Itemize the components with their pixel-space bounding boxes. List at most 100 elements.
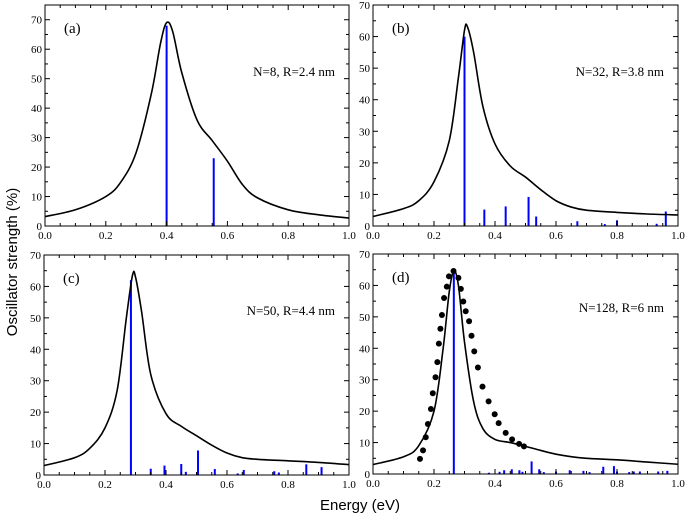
dot-d-3 bbox=[424, 421, 431, 428]
x-tick-label-c: 0.4 bbox=[159, 479, 173, 491]
y-tick-label-b: 30 bbox=[359, 126, 371, 138]
y-tick-label-c: 10 bbox=[30, 439, 42, 451]
x-tick-label-a: 0.6 bbox=[221, 230, 235, 242]
x-tick-label-a: 0.4 bbox=[160, 230, 174, 242]
dot-d-26 bbox=[495, 420, 502, 427]
y-tick-label-d: 10 bbox=[359, 438, 371, 450]
dot-d-7 bbox=[434, 359, 441, 366]
y-tick-label-a: 20 bbox=[31, 162, 43, 174]
x-tick-label-a: 1.0 bbox=[342, 230, 356, 242]
dot-d-8 bbox=[435, 340, 442, 347]
x-tick-label-c: 0.8 bbox=[281, 479, 295, 491]
curve-a bbox=[44, 21, 350, 219]
dot-d-14 bbox=[450, 267, 457, 274]
dot-d-30 bbox=[520, 443, 527, 450]
x-tick-label-b: 0.0 bbox=[366, 230, 380, 242]
x-axis-label: Energy (eV) bbox=[320, 497, 400, 514]
y-tick-label-d: 20 bbox=[359, 406, 371, 418]
x-tick-label-d: 0.2 bbox=[427, 478, 441, 490]
x-tick-label-b: 0.4 bbox=[488, 230, 502, 242]
dot-d-11 bbox=[441, 295, 448, 301]
panel-label-d: (d) bbox=[392, 270, 410, 286]
x-tick-label-d: 1.0 bbox=[671, 478, 685, 490]
dot-d-17 bbox=[460, 298, 467, 305]
x-tick-label-b: 0.6 bbox=[549, 230, 563, 242]
y-tick-label-a: 0 bbox=[37, 221, 43, 233]
dot-d-16 bbox=[457, 285, 464, 292]
x-tick-label-a: 0.2 bbox=[99, 230, 113, 242]
y-tick-label-c: 50 bbox=[30, 313, 42, 325]
y-tick-label-d: 70 bbox=[359, 249, 371, 261]
panel-b: 0.0 0.2 0.4 0.6 0.8 1.0 0 10 20 30 40 50 60 70 (b) N=32… bbox=[359, 0, 685, 242]
dot-d-25 bbox=[491, 411, 498, 418]
dot-d-29 bbox=[516, 440, 523, 447]
x-tick-label-d: 0.0 bbox=[366, 478, 380, 490]
y-tick-label-b: 20 bbox=[359, 158, 371, 170]
y-tick-label-b: 40 bbox=[359, 95, 371, 107]
dot-d-23 bbox=[479, 383, 486, 390]
y-tick-label-c: 20 bbox=[30, 407, 42, 419]
dot-d-5 bbox=[429, 390, 436, 397]
y-tick-label-b: 10 bbox=[359, 189, 371, 201]
dot-d-0 bbox=[416, 455, 423, 462]
dot-d-6 bbox=[432, 374, 439, 381]
x-tick-label-d: 0.6 bbox=[549, 478, 563, 490]
y-tick-label-c: 40 bbox=[30, 344, 42, 356]
dot-d-24 bbox=[485, 398, 492, 405]
dot-d-19 bbox=[466, 318, 473, 325]
y-tick-label-a: 60 bbox=[31, 44, 43, 56]
y-axis-label: Oscillator strength (%) bbox=[4, 188, 21, 336]
dot-d-20 bbox=[468, 332, 475, 339]
y-tick-label-d: 30 bbox=[359, 375, 371, 387]
y-tick-label-b: 0 bbox=[365, 221, 371, 233]
y-tick-label-d: 60 bbox=[359, 280, 371, 292]
curve-d bbox=[372, 270, 679, 466]
y-tick-label-a: 50 bbox=[31, 74, 43, 86]
x-tick-label-c: 1.0 bbox=[342, 479, 356, 491]
plot-frame-d bbox=[372, 253, 679, 475]
dot-d-4 bbox=[427, 405, 434, 412]
plot-frame-a bbox=[44, 4, 350, 227]
x-tick-label-a: 0.8 bbox=[281, 230, 295, 242]
x-tick-label-b: 0.2 bbox=[427, 230, 441, 242]
panel-c: 0.0 0.2 0.4 0.6 0.8 1.0 0 10 20 30 40 50 60 70 (c) N=50… bbox=[30, 250, 356, 491]
panel-d: 0.0 0.2 0.4 0.6 0.8 1.0 0 10 20 30 40 50 60 70 (d) N=12… bbox=[359, 249, 685, 490]
panel-label-b: (b) bbox=[392, 21, 410, 37]
y-tick-label-c: 0 bbox=[36, 470, 42, 482]
x-tick-label-b: 1.0 bbox=[671, 230, 685, 242]
panel-label-c: (c) bbox=[63, 271, 80, 287]
curve-b bbox=[372, 23, 679, 218]
y-tick-label-a: 30 bbox=[31, 133, 43, 145]
annotation-c: N=50, R=4.4 nm bbox=[247, 303, 335, 318]
x-tick-label-d: 0.8 bbox=[610, 478, 624, 490]
dot-d-21 bbox=[471, 348, 478, 355]
x-tick-label-b: 0.8 bbox=[610, 230, 624, 242]
dot-d-22 bbox=[474, 364, 481, 371]
dot-d-2 bbox=[422, 434, 429, 441]
y-tick-label-a: 70 bbox=[31, 15, 43, 27]
y-tick-label-c: 30 bbox=[30, 376, 42, 388]
y-tick-label-c: 70 bbox=[30, 250, 42, 262]
plot-frame-b bbox=[372, 4, 679, 227]
panel-a: 0.0 0.2 0.4 0.6 0.8 1.0 0 10 20 30 40 50 60 70 (a) N=8,… bbox=[31, 4, 356, 242]
annotation-b: N=32, R=3.8 nm bbox=[576, 64, 664, 79]
dot-d-28 bbox=[509, 436, 516, 443]
curve-c bbox=[43, 270, 350, 467]
dot-d-1 bbox=[420, 447, 427, 454]
plot-frame-c bbox=[43, 254, 350, 476]
x-tick-label-a: 0.0 bbox=[38, 230, 52, 242]
x-tick-label-c: 0.6 bbox=[220, 479, 234, 491]
dot-d-9 bbox=[437, 325, 444, 332]
y-tick-label-b: 50 bbox=[359, 63, 371, 75]
dot-d-10 bbox=[438, 311, 445, 318]
y-tick-label-d: 0 bbox=[365, 469, 371, 481]
y-tick-label-a: 40 bbox=[31, 103, 43, 115]
x-tick-label-c: 0.0 bbox=[37, 479, 51, 491]
dot-d-12 bbox=[443, 283, 450, 290]
dot-d-27 bbox=[502, 429, 509, 436]
y-tick-label-b: 70 bbox=[359, 0, 371, 12]
x-tick-label-d: 0.4 bbox=[488, 478, 502, 490]
x-tick-label-c: 0.2 bbox=[98, 479, 112, 491]
